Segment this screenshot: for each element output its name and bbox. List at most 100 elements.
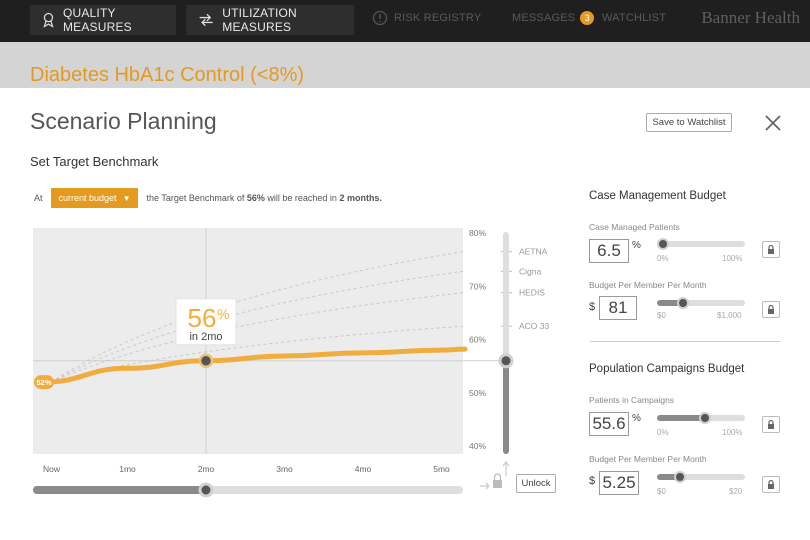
slider-min-label: $0 [657,487,666,496]
percent-unit: % [632,413,641,424]
target-time-text: 2 months. [339,193,382,203]
nav-messages[interactable]: MESSAGES 3 [512,11,595,25]
swap-arrows-icon [199,13,213,27]
campaign-pmpm-slider[interactable] [657,471,745,483]
ribbon-icon [43,12,54,28]
slider-max-label: 100% [722,254,743,263]
unlock-button[interactable]: Unlock [516,474,556,493]
modal-title: Scenario Planning [30,108,217,134]
slider-min-label: $0 [657,311,666,320]
nav-utilization-label: UTILIZATION MEASURES [222,6,297,34]
case-management-heading: Case Management Budget [589,190,726,202]
percent-unit: % [632,240,641,251]
campaign-patients-input[interactable]: 55.6 [589,412,629,436]
projection-line [40,346,468,385]
nav-watchlist[interactable]: WATCHLIST [602,12,666,24]
slider-max-label: 100% [722,428,743,437]
x-tick-label: 3mo [276,464,293,474]
callout-unit: % [217,306,229,322]
case-managed-patients-input[interactable]: 6.5 [589,239,629,263]
case-patients-slider-knob[interactable] [657,238,669,250]
time-slider-knob[interactable] [198,482,214,498]
x-tick-label: 4mo [355,464,372,474]
campaign-pmpm-slider-knob[interactable] [673,471,686,483]
link-lock-icon [480,460,510,490]
case-patients-slider[interactable] [657,238,745,250]
save-to-watchlist-button[interactable]: Save to Watchlist [646,113,732,132]
case-managed-patients-label: Case Managed Patients [589,222,680,232]
slider-min-label: 0% [657,428,669,437]
lock-button[interactable] [762,416,780,433]
callout-value: 56 [188,303,217,333]
case-pmpm-slider-fill [657,300,684,306]
y-tick-label: 60% [469,335,486,345]
close-icon[interactable] [762,112,784,134]
brand-logo: Banner Health [701,8,800,27]
risk-icon [372,10,388,26]
x-tick-label: 1mo [119,464,136,474]
benchmark-curve [50,251,464,383]
lock-icon [768,419,774,429]
target-marker [198,353,214,369]
campaign-pmpm-input[interactable]: 5.25 [599,471,639,495]
plot-area [33,228,463,454]
chevron-down-icon: ▼ [122,193,131,203]
campaign-pmpm-label: Budget Per Member Per Month [589,454,707,464]
y-tick-label: 40% [469,441,486,451]
dollar-prefix: $ [589,301,596,313]
benchmark-slider-knob[interactable] [498,353,514,369]
lock-icon [768,244,774,254]
nav-messages-label: MESSAGES [512,12,576,24]
benchmark-label: ACO 33 [519,321,550,331]
lock-icon [768,304,774,314]
slider-max-label: $1,000 [717,311,742,320]
x-tick-label: Now [43,464,61,474]
x-tick-label: 5mo [433,464,450,474]
case-pmpm-input[interactable]: 81 [599,296,637,320]
campaign-patients-slider[interactable] [657,412,745,424]
messages-count-badge: 3 [580,11,595,25]
start-value-pill [34,375,54,390]
case-pmpm-label: Budget Per Member Per Month [589,280,707,290]
benchmark-curve [50,292,464,383]
campaigns-heading: Population Campaigns Budget [589,363,745,375]
campaign-patients-slider-knob[interactable] [699,412,712,424]
lock-button[interactable] [762,301,780,318]
slider-min-label: 0% [657,254,669,263]
target-pct-text: 56% [246,193,265,203]
budget-dropdown[interactable]: current budget ▼ [50,188,139,208]
dollar-prefix: $ [589,475,596,487]
start-value-label: 52% [36,378,51,387]
callout-box [175,298,237,346]
callout-time: in 2mo [189,331,222,343]
benchmark-label: HEDIS [519,288,545,298]
case-pmpm-slider-knob[interactable] [677,297,690,309]
y-tick-label: 70% [469,281,486,291]
sentence-part-a: the Target Benchmark of [146,193,247,203]
slider-max-label: $20 [729,487,743,496]
y-tick-label: 80% [469,228,486,238]
case-pmpm-slider[interactable] [657,297,745,309]
campaign-patients-slider-fill [657,415,706,421]
at-label: At [34,193,43,203]
benchmark-label: AETNA [519,247,548,257]
lock-button[interactable] [762,241,780,258]
benchmark-sentence: At current budget ▼ the Target Benchmark… [34,188,382,208]
section-title-benchmark: Set Target Benchmark [30,154,159,169]
nav-watchlist-label: WATCHLIST [602,12,667,24]
campaign-patients-label: Patients in Campaigns [589,395,675,405]
sentence-part-b: will be reached in [264,193,340,203]
lock-icon [768,479,774,489]
nav-risk-registry[interactable]: RISK REGISTRY [372,10,481,26]
benchmark-curve [50,325,464,383]
page-title: Diabetes HbA1c Control (<8%) [30,64,305,86]
nav-quality-measures[interactable]: QUALITY MEASURES [30,5,176,35]
nav-utilization-measures[interactable]: UTILIZATION MEASURES [186,5,354,35]
page-header-band [0,42,810,88]
panel-divider [590,341,780,342]
benchmark-slider-fill [503,360,509,454]
time-slider-fill [33,486,206,494]
lock-button[interactable] [762,476,780,493]
nav-quality-label: QUALITY MEASURES [62,6,132,34]
